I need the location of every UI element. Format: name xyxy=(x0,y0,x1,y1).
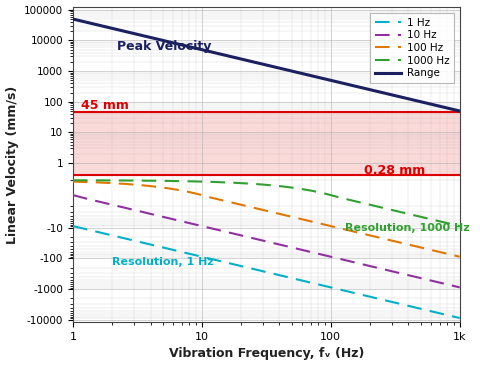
Text: 0.28 mm: 0.28 mm xyxy=(364,164,425,177)
Text: Resolution, 1 Hz: Resolution, 1 Hz xyxy=(112,258,214,268)
Y-axis label: Linear Velocity (mm/s): Linear Velocity (mm/s) xyxy=(6,86,19,244)
Text: Resolution, 1000 Hz: Resolution, 1000 Hz xyxy=(346,223,470,233)
Legend: 1 Hz, 10 Hz, 100 Hz, 1000 Hz, Range: 1 Hz, 10 Hz, 100 Hz, 1000 Hz, Range xyxy=(370,12,455,83)
Bar xyxy=(73,112,460,175)
Text: Peak Velocity: Peak Velocity xyxy=(117,40,212,53)
Text: 45 mm: 45 mm xyxy=(81,98,129,112)
X-axis label: Vibration Frequency, fᵥ (Hz): Vibration Frequency, fᵥ (Hz) xyxy=(168,347,364,361)
